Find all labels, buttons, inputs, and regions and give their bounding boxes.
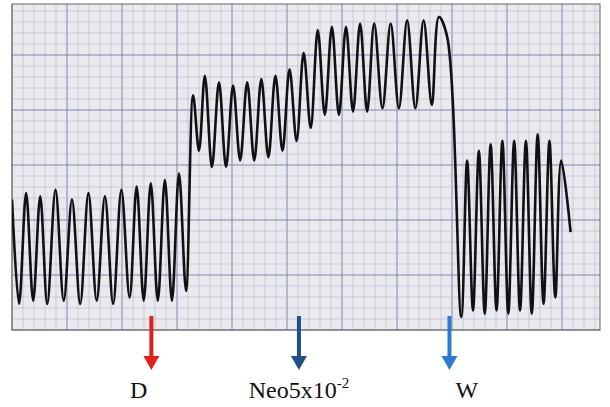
paper-line	[122, 4, 123, 330]
paper-line	[12, 121, 600, 122]
paper-line	[12, 308, 600, 309]
paper-line	[23, 4, 24, 330]
arrow-head	[441, 356, 457, 370]
chart: D Neo5x10-2 W	[0, 0, 610, 407]
paper-line	[166, 4, 167, 330]
arrow-shaft	[149, 316, 153, 358]
paper-line	[210, 4, 211, 330]
paper-line	[12, 154, 600, 155]
paper-line	[12, 22, 600, 23]
trace	[12, 17, 571, 317]
paper-line	[12, 297, 600, 298]
paper-line	[254, 4, 255, 330]
paper-line	[12, 110, 600, 111]
annotation: D	[130, 316, 159, 403]
arrow-head	[291, 356, 307, 370]
paper-line	[177, 4, 178, 330]
paper-line	[199, 4, 200, 330]
paper-line	[353, 4, 354, 330]
paper-line	[452, 4, 453, 330]
marks	[12, 17, 571, 317]
paper-line	[221, 4, 222, 330]
paper-line	[276, 4, 277, 330]
annotation-label: D	[130, 377, 147, 403]
paper-line	[12, 99, 600, 100]
paper-line	[12, 55, 600, 56]
paper-line	[584, 4, 585, 330]
arrow-head	[143, 356, 159, 370]
paper	[12, 4, 600, 330]
annotation-text: Neo5x10	[249, 377, 337, 403]
paper-ground	[12, 4, 600, 330]
plot-frame	[12, 4, 600, 330]
paper-line	[12, 33, 600, 34]
paper-line	[12, 319, 600, 320]
paper-line	[12, 11, 600, 12]
paper-line	[287, 4, 288, 330]
paper-line	[298, 4, 299, 330]
paper-line	[397, 4, 398, 330]
paper-line	[408, 4, 409, 330]
paper-line	[89, 4, 90, 330]
annotation-label: Neo5x10-2	[249, 375, 349, 403]
arrow-shaft	[297, 316, 301, 358]
paper-line	[12, 286, 600, 287]
paper-line	[243, 4, 244, 330]
paper-line	[573, 4, 574, 330]
annotation-label: W	[455, 377, 478, 403]
paper-line	[12, 143, 600, 144]
paper-line	[265, 4, 266, 330]
paper-line	[12, 132, 600, 133]
annotations: D Neo5x10-2 W	[130, 316, 478, 403]
paper-line	[309, 4, 310, 330]
annotation: W	[441, 316, 478, 403]
paper-line	[331, 4, 332, 330]
paper-line	[56, 4, 57, 330]
paper-line	[595, 4, 596, 330]
arrow-shaft	[447, 316, 451, 358]
paper-line	[441, 4, 442, 330]
annotation-superscript: -2	[337, 375, 350, 391]
paper-line	[232, 4, 233, 330]
annotation: Neo5x10-2	[249, 316, 349, 403]
paper-line	[430, 4, 431, 330]
paper-line	[12, 44, 600, 45]
paper-line	[375, 4, 376, 330]
